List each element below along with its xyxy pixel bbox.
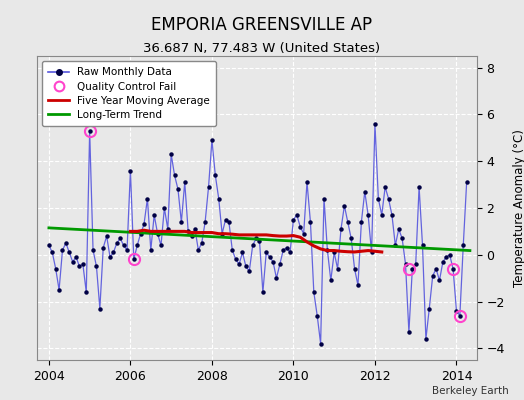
Legend: Raw Monthly Data, Quality Control Fail, Five Year Moving Average, Long-Term Tren: Raw Monthly Data, Quality Control Fail, …: [42, 61, 216, 126]
Text: EMPORIA GREENSVILLE AP: EMPORIA GREENSVILLE AP: [151, 16, 373, 34]
Text: Berkeley Earth: Berkeley Earth: [432, 386, 508, 396]
Text: 36.687 N, 77.483 W (United States): 36.687 N, 77.483 W (United States): [144, 42, 380, 55]
Y-axis label: Temperature Anomaly (°C): Temperature Anomaly (°C): [514, 129, 524, 287]
